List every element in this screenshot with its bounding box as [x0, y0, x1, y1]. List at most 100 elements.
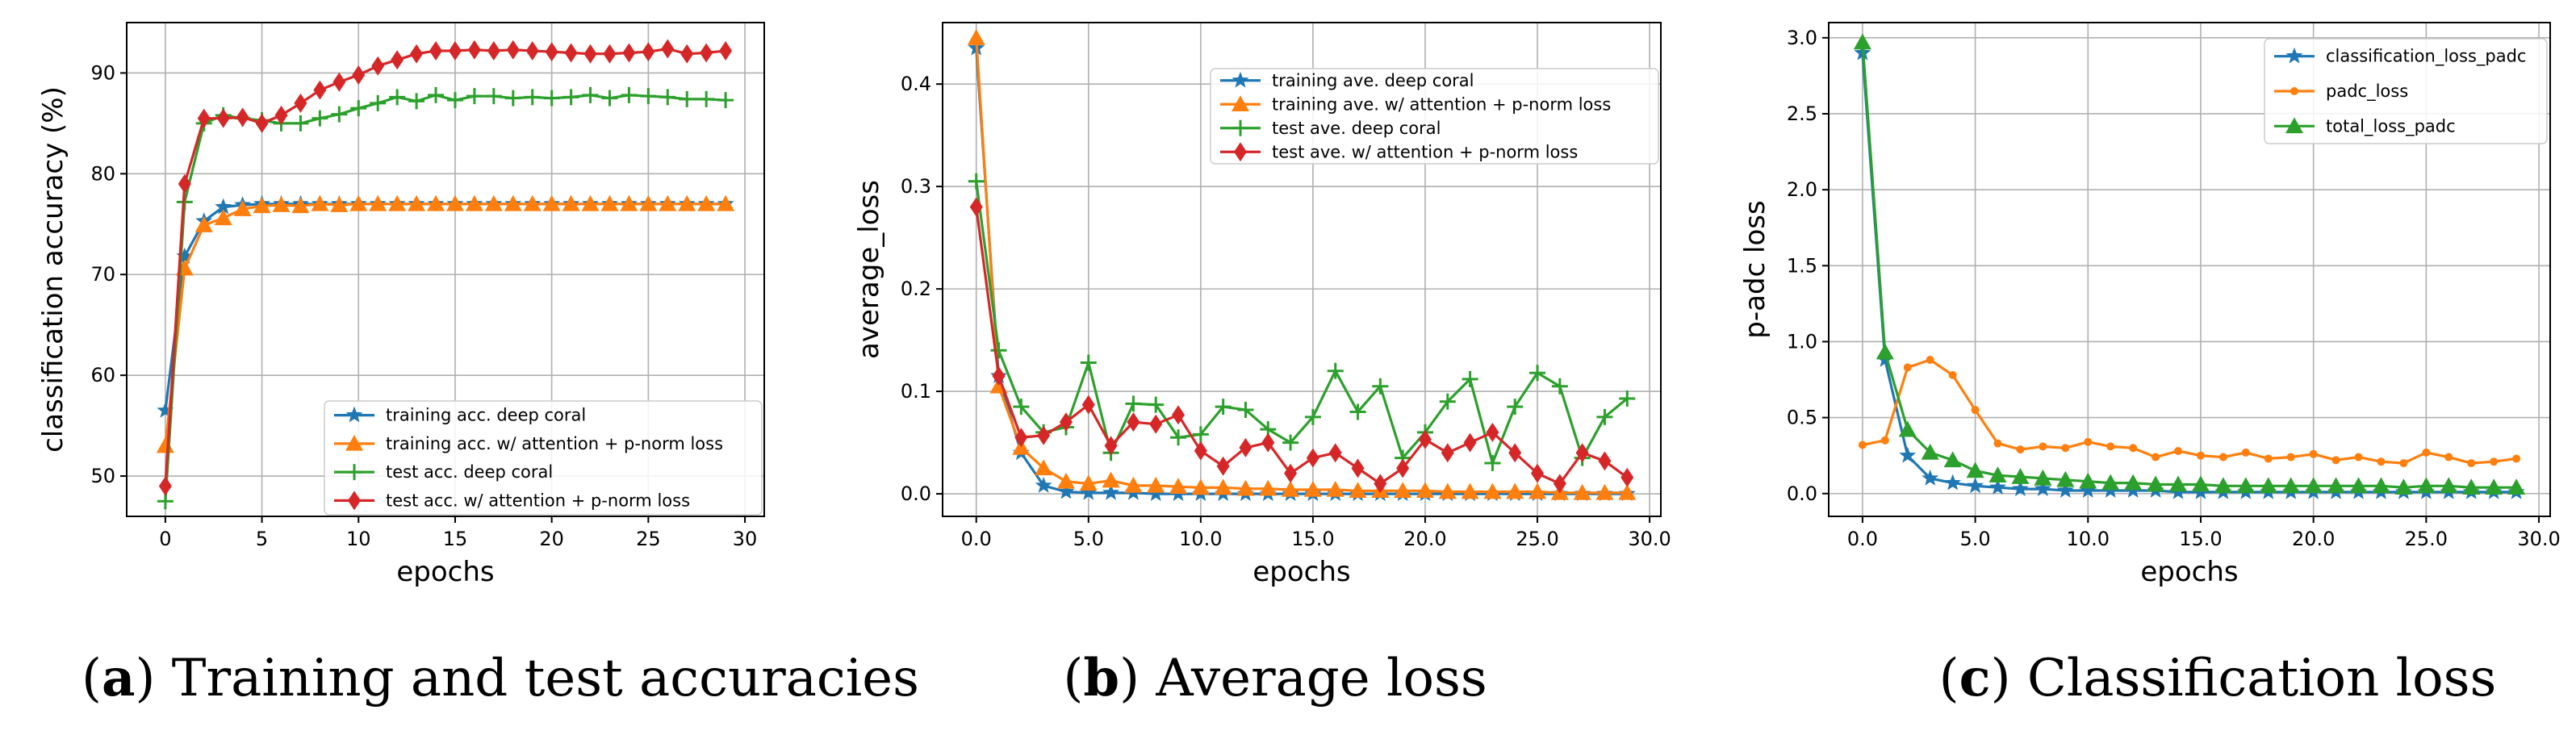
data-point: [1080, 483, 1098, 500]
x-tick-label: 5: [256, 528, 268, 550]
legend-label: training ave. w/ attention + p-norm loss: [1272, 94, 1611, 114]
data-point: [1439, 393, 1456, 410]
data-point: [214, 209, 232, 226]
legend-entry: classification_loss_padc: [2274, 47, 2526, 67]
data-point: [506, 40, 520, 60]
data-point: [2011, 468, 2030, 484]
data-point: [1971, 406, 1980, 415]
x-tick-label: 20.0: [1403, 528, 1446, 550]
data-point: [1898, 420, 1917, 437]
data-point: [698, 90, 715, 107]
data-point: [1013, 399, 1030, 416]
data-point: [2106, 442, 2115, 451]
data-point: [408, 194, 426, 211]
data-point: [253, 197, 271, 214]
data-point: [679, 90, 696, 107]
data-point: [1993, 439, 2002, 448]
data-point: [969, 197, 983, 217]
x-tick-label: 0.0: [1847, 528, 1878, 550]
data-point: [1349, 482, 1367, 499]
data-point: [1127, 412, 1140, 432]
data-point: [197, 108, 211, 128]
data-point: [600, 194, 619, 211]
data-point: [485, 88, 502, 105]
data-point: [408, 93, 425, 110]
y-tick-label: 1.0: [1787, 330, 1817, 353]
data-point: [659, 89, 676, 106]
data-point: [1372, 378, 1389, 395]
data-point: [1853, 33, 1871, 50]
data-point: [1081, 395, 1095, 415]
data-point: [2462, 478, 2481, 495]
data-point: [2152, 453, 2160, 461]
data-point: [1192, 426, 1209, 443]
series-line: [1862, 358, 2517, 465]
data-point: [525, 40, 539, 61]
legend-entry: training ave. deep coral: [1220, 71, 1474, 90]
data-point: [1147, 485, 1165, 501]
data-point: [2354, 453, 2363, 461]
legend-marker: [2290, 87, 2298, 95]
data-point: [1531, 463, 1545, 483]
chart-a-ylabel: classification accuracy (%): [37, 86, 69, 453]
data-point: [233, 200, 252, 216]
y-tick-label: 2.0: [1787, 178, 1817, 201]
data-point: [1080, 354, 1097, 371]
data-point: [2034, 469, 2052, 486]
legend-label: training acc. deep coral: [386, 406, 586, 425]
data-point: [2012, 480, 2029, 496]
x-tick-label: 10.0: [1179, 528, 1222, 550]
data-point: [1327, 362, 1344, 379]
data-point: [2214, 477, 2232, 494]
data-point: [389, 89, 406, 106]
data-point: [1056, 472, 1075, 489]
data-point: [157, 493, 174, 510]
data-point: [1124, 476, 1143, 493]
data-point: [1035, 476, 1052, 493]
data-point: [352, 65, 366, 85]
x-tick-label: 30: [733, 528, 758, 550]
data-point: [1191, 478, 1210, 495]
data-point: [524, 89, 541, 106]
data-point: [1921, 443, 1939, 460]
legend-entry: test acc. w/ attention + p-norm loss: [334, 491, 690, 511]
data-point: [1948, 370, 1957, 379]
data-point: [1147, 476, 1165, 493]
chart-b-frame: [942, 22, 1662, 517]
data-point: [465, 194, 483, 211]
data-point: [2084, 437, 2093, 446]
data-point: [2309, 449, 2318, 458]
data-point: [1394, 482, 1412, 499]
legend-label: test acc. w/ attention + p-norm loss: [386, 491, 690, 510]
caption-c-letter: c: [1959, 648, 1991, 708]
chart-b: 0.0 5.0 10.0 15.0 20.0 25.0 30.0 0.0 0.1 0.2 0.3 0.…: [853, 22, 1671, 588]
data-point: [1035, 459, 1053, 476]
data-point: [1216, 456, 1230, 476]
legend-entry: test ave. w/ attention + p-norm loss: [1220, 142, 1578, 162]
data-point: [2056, 482, 2074, 498]
data-point: [2444, 453, 2453, 461]
data-point: [2394, 478, 2413, 495]
data-point: [700, 43, 713, 63]
data-point: [194, 216, 213, 232]
data-point: [1573, 483, 1591, 500]
y-tick-label: 90: [90, 61, 115, 84]
data-point: [1172, 405, 1186, 425]
data-point: [1620, 467, 1634, 487]
data-point: [1507, 399, 1524, 416]
legend-marker: [1234, 142, 1247, 162]
data-point: [2147, 475, 2165, 492]
data-point: [1079, 474, 1098, 491]
legend-box: [2264, 38, 2548, 144]
series-red: [158, 39, 733, 496]
data-point: [2259, 477, 2277, 494]
y-tick-label: 0.0: [1787, 482, 1817, 505]
x-tick-label: 15.0: [1291, 528, 1334, 550]
chart-c: 0.0 5.0 10.0 15.0 20.0 25.0 30.0 0.0 0.5 1.0 1.5 2.…: [1739, 22, 2561, 588]
data-point: [467, 40, 481, 60]
caption-a: (a) Training and test accuracies: [82, 648, 919, 708]
data-point: [1102, 483, 1120, 500]
data-point: [639, 194, 658, 211]
data-point: [1438, 482, 1457, 499]
series-line: [164, 203, 726, 411]
